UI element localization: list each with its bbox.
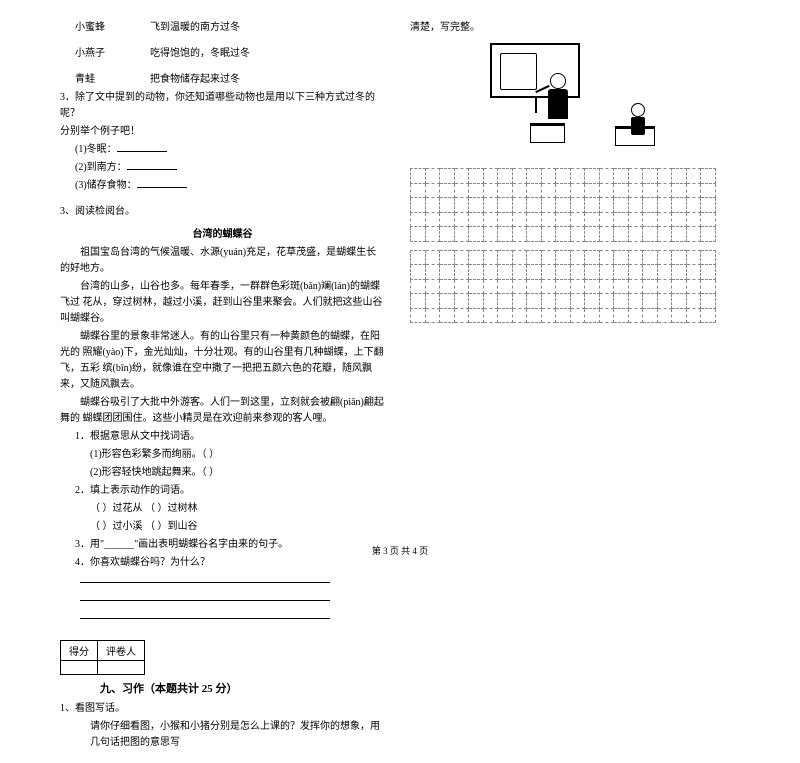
classroom-illustration xyxy=(480,38,660,158)
match-row: 小蜜蜂 飞到温暖的南方过冬 xyxy=(60,20,385,36)
reading-q1-item: (1)形容色彩繁多而绚丽。（ ） xyxy=(60,447,385,463)
match-right: 飞到温暖的南方过冬 xyxy=(150,22,240,33)
match-right: 吃得饱饱的，冬眠过冬 xyxy=(150,48,250,59)
q3-label: (3)储存食物： xyxy=(75,180,137,191)
q3-label: (2)到南方： xyxy=(75,162,127,173)
passage-para: 祖国宝岛台湾的气候温暖、水源(yuán)充足，花草茂盛，是蝴蝶生长的好地方。 xyxy=(60,245,385,277)
blank-field[interactable] xyxy=(117,142,167,152)
question-3-sub: 分别举个例子吧！ xyxy=(60,124,385,140)
grader-cell[interactable] xyxy=(98,661,145,675)
match-row: 青蛙 把食物储存起来过冬 xyxy=(60,72,385,88)
reading-q4: 4．你喜欢蝴蝶谷吗？为什么？ xyxy=(60,555,385,571)
student-desk xyxy=(615,126,655,146)
teacher-desk xyxy=(530,123,565,143)
right-column: 清楚，写完整。 xyxy=(410,20,730,753)
question-3-intro: 3．除了文中提到的动物，你还知道哪些动物也是用以下三种方式过冬的呢？ xyxy=(60,90,385,122)
reading-q2-item: （ ）过小溪 （ ）到山谷 xyxy=(60,519,385,535)
blackboard-stand xyxy=(535,98,537,113)
score-header: 得分 xyxy=(61,641,98,661)
blank-field[interactable] xyxy=(127,160,177,170)
section-3-title: 3、阅读检阅台。 xyxy=(60,204,385,220)
match-left: 小蜜蜂 xyxy=(75,22,105,33)
reading-q2: 2．填上表示动作的词语。 xyxy=(60,483,385,499)
q3-item: (3)储存食物： xyxy=(60,178,385,194)
score-table: 得分 评卷人 xyxy=(60,640,145,675)
answer-line[interactable] xyxy=(80,573,330,583)
answer-line[interactable] xyxy=(80,591,330,601)
match-right: 把食物储存起来过冬 xyxy=(150,74,240,85)
reading-q2-item: （ ）过花从 （ ）过树林 xyxy=(60,501,385,517)
match-row: 小燕子 吃得饱饱的，冬眠过冬 xyxy=(60,46,385,62)
match-left: 小燕子 xyxy=(75,48,105,59)
q3-item: (2)到南方： xyxy=(60,160,385,176)
left-column: 小蜜蜂 飞到温暖的南方过冬 小燕子 吃得饱饱的，冬眠过冬 青蛙 把食物储存起来过… xyxy=(60,20,410,753)
reading-q1: 1．根据意思从文中找词语。 xyxy=(60,429,385,445)
composition-num: 1、看图写话。 xyxy=(60,701,385,717)
page-footer: 第 3 页 共 4 页 xyxy=(0,544,800,557)
writing-grid-top[interactable] xyxy=(410,168,730,242)
blank-field[interactable] xyxy=(137,178,187,188)
section-9-header: 九、习作（本题共计 25 分） xyxy=(100,680,385,696)
match-left: 青蛙 xyxy=(75,74,95,85)
q3-label: (1)冬眠： xyxy=(75,144,117,155)
reading-q1-item: (2)形容轻快地跳起舞来。（ ） xyxy=(60,465,385,481)
composition-prompt: 请你仔细看图，小猴和小猪分别是怎么上课的？发挥你的想象，用几句话把图的意思写 xyxy=(60,719,385,751)
grader-header: 评卷人 xyxy=(98,641,145,661)
score-cell[interactable] xyxy=(61,661,98,675)
answer-line[interactable] xyxy=(80,609,330,619)
passage-title: 台湾的蝴蝶谷 xyxy=(60,225,385,240)
continuation-text: 清楚，写完整。 xyxy=(410,20,730,36)
passage-para: 蝴蝶谷吸引了大批中外游客。人们一到这里，立刻就会被翩(piān)翩起舞的 蝴蝶团… xyxy=(60,395,385,427)
q3-item: (1)冬眠： xyxy=(60,142,385,158)
passage-para: 台湾的山多，山谷也多。每年春季，一群群色彩斑(bān)斓(lán)的蝴蝶飞过 花… xyxy=(60,279,385,327)
passage-para: 蝴蝶谷里的景象非常迷人。有的山谷里只有一种黄颜色的蝴蝶，在阳光的 照耀(yào)… xyxy=(60,329,385,393)
writing-grid-bottom[interactable] xyxy=(410,250,730,324)
